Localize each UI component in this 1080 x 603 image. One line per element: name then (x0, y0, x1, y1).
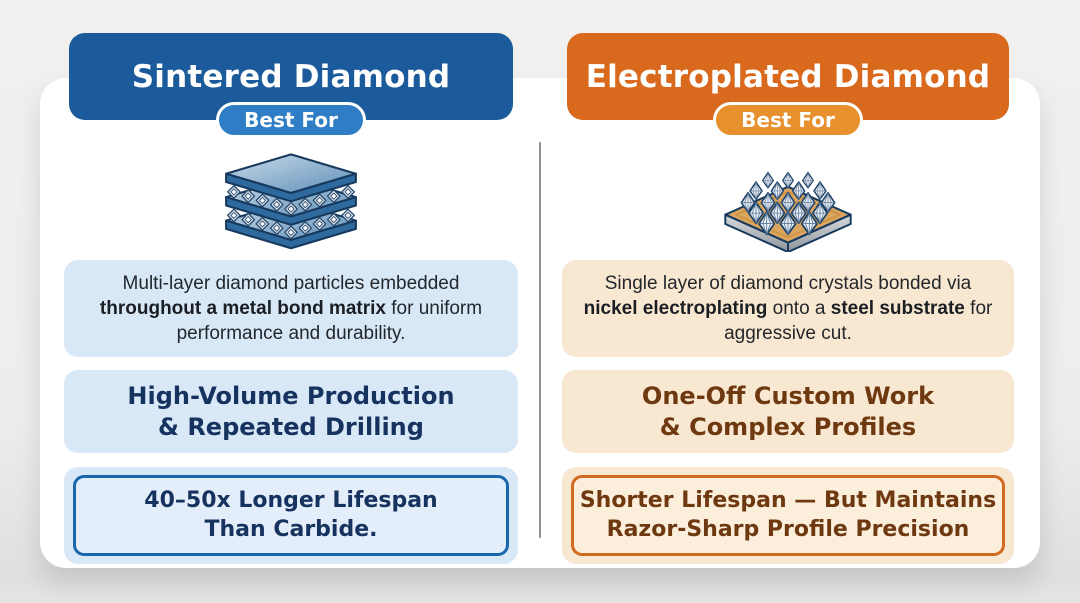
electroplated-highlight-line: Shorter Lifespan — But Maintains (579, 487, 997, 513)
sintered-description: Multi-layer diamond particles embedded t… (64, 260, 518, 357)
electroplated-title: Electroplated Diamond (585, 58, 991, 95)
electroplated-highlight-inner: Shorter Lifespan — But Maintains Razor-S… (571, 475, 1005, 556)
electroplated-header: Electroplated Diamond (567, 33, 1009, 120)
electroplated-highlight-line: Razor-Sharp Profile Precision (606, 516, 970, 542)
electroplated-best-for-box: One-Off Custom Work & Complex Profiles (562, 370, 1014, 453)
electroplated-single-layer-diamond-icon (562, 152, 1014, 252)
sintered-title: Sintered Diamond (131, 58, 451, 95)
column-divider (539, 142, 541, 538)
sintered-highlight-line: 40–50x Longer Lifespan (144, 487, 438, 513)
sintered-highlight-box: 40–50x Longer Lifespan Than Carbide. (64, 467, 518, 564)
electroplated-description: Single layer of diamond crystals bonded … (562, 260, 1014, 357)
sintered-multilayer-diamond-icon (64, 152, 518, 252)
sintered-best-for-line: & Repeated Drilling (158, 412, 424, 441)
sintered-column: Sintered Diamond Best For (64, 33, 518, 564)
electroplated-highlight-box: Shorter Lifespan — But Maintains Razor-S… (562, 467, 1014, 564)
sintered-best-for-box: High-Volume Production & Repeated Drilli… (64, 370, 518, 453)
sintered-header: Sintered Diamond (69, 33, 513, 120)
sintered-best-for-badge: Best For (216, 102, 366, 138)
electroplated-best-for-line: One-Off Custom Work (641, 381, 935, 410)
sintered-highlight-line: Than Carbide. (204, 516, 378, 542)
sintered-highlight-inner: 40–50x Longer Lifespan Than Carbide. (73, 475, 509, 556)
electroplated-column: Electroplated Diamond Best For (562, 33, 1014, 564)
sintered-best-for-line: High-Volume Production (127, 381, 455, 410)
electroplated-best-for-badge: Best For (713, 102, 863, 138)
electroplated-best-for-line: & Complex Profiles (659, 412, 917, 441)
